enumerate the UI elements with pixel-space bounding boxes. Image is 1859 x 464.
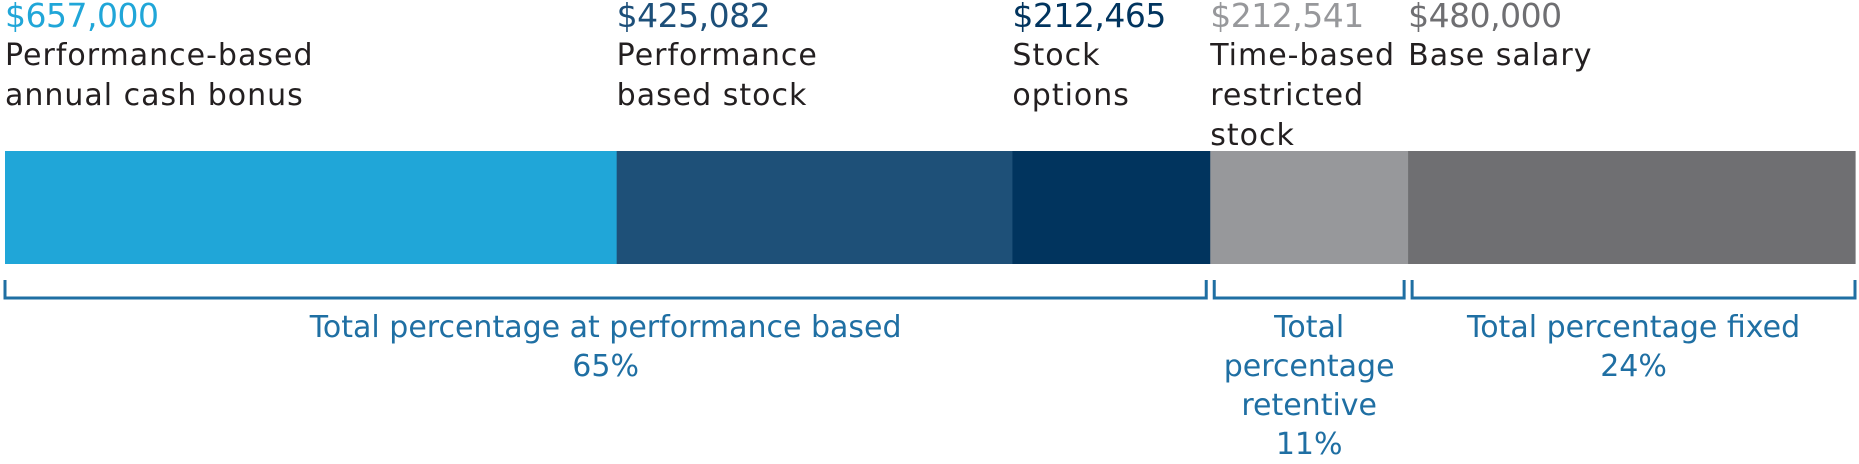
segment-value: $425,082 (616, 0, 771, 35)
segment-name: Time-based restricted stock (1210, 38, 1396, 153)
segment-value: $480,000 (1408, 0, 1562, 35)
segment-label-2: $212,465 Stock options (1012, 0, 1166, 116)
segment-name: Base salary (1408, 38, 1593, 73)
segment-value: $657,000 (5, 0, 159, 35)
segment-value: $212,465 (1012, 0, 1166, 35)
group-bracket-1 (1212, 280, 1406, 300)
group-bracket-2 (1410, 280, 1857, 300)
segment-name: Stock options (1012, 38, 1130, 113)
bar-segment-2 (1012, 151, 1211, 264)
group-label-0: Total percentage at performance based 65… (309, 310, 902, 384)
bar-segment-0 (5, 151, 618, 264)
segment-label-4: $480,000 Base salary (1408, 0, 1592, 76)
bar-segment-3 (1210, 151, 1409, 264)
bar-segment-1 (616, 151, 1014, 264)
group-label-2: Total percentage fixed 24% (1466, 310, 1801, 384)
group-bracket-0 (3, 280, 1208, 300)
segment-label-0: $657,000 Performance-based annual cash bo… (5, 0, 314, 116)
segment-name: Performance based stock (616, 38, 818, 113)
segment-label-1: $425,082 Performance based stock (617, 0, 818, 116)
bar-segment-4 (1408, 151, 1856, 264)
segment-label-3: $212,541 Time-based restricted stock (1210, 0, 1395, 156)
segment-value: $212,541 (1210, 0, 1364, 35)
group-label-1: Total percentage retentive 11% (1223, 310, 1395, 462)
segment-name: Performance-based annual cash bonus (5, 38, 314, 113)
